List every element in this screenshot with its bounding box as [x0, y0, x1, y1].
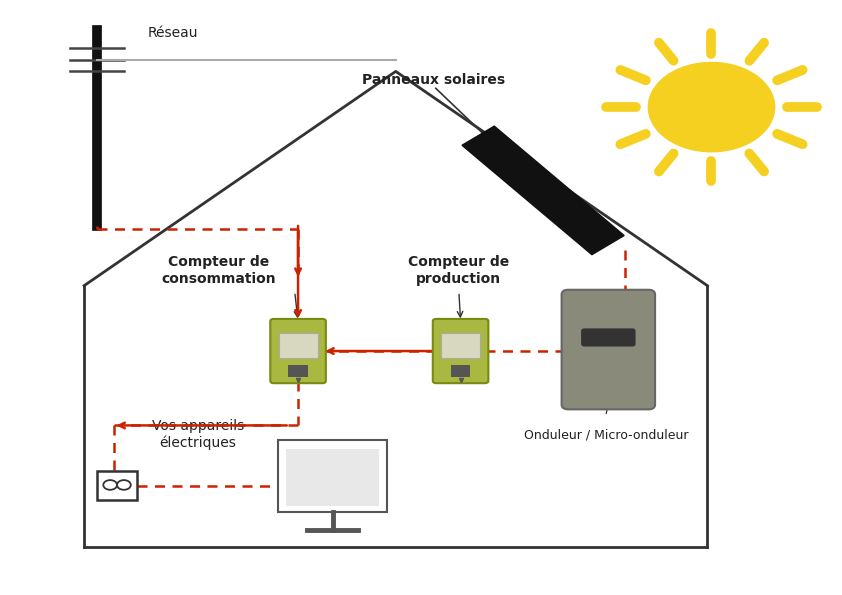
Bar: [441, 333, 480, 358]
Text: Panneaux solaires: Panneaux solaires: [362, 73, 505, 87]
Bar: [278, 440, 387, 512]
Bar: [286, 449, 379, 506]
Text: Réseau: Réseau: [147, 26, 198, 40]
FancyBboxPatch shape: [433, 319, 488, 383]
Text: Compteur de
consommation: Compteur de consommation: [162, 255, 276, 286]
Polygon shape: [462, 126, 624, 255]
Text: Onduleur / Micro-onduleur: Onduleur / Micro-onduleur: [524, 428, 689, 441]
Text: Compteur de
production: Compteur de production: [408, 255, 509, 286]
Bar: [288, 365, 308, 377]
Text: Vos appareils
électriques: Vos appareils électriques: [152, 419, 244, 450]
FancyBboxPatch shape: [270, 319, 326, 383]
Bar: [97, 471, 137, 500]
Circle shape: [648, 62, 775, 152]
FancyBboxPatch shape: [582, 329, 635, 346]
FancyBboxPatch shape: [562, 290, 655, 409]
Bar: [279, 333, 317, 358]
Bar: [450, 365, 471, 377]
